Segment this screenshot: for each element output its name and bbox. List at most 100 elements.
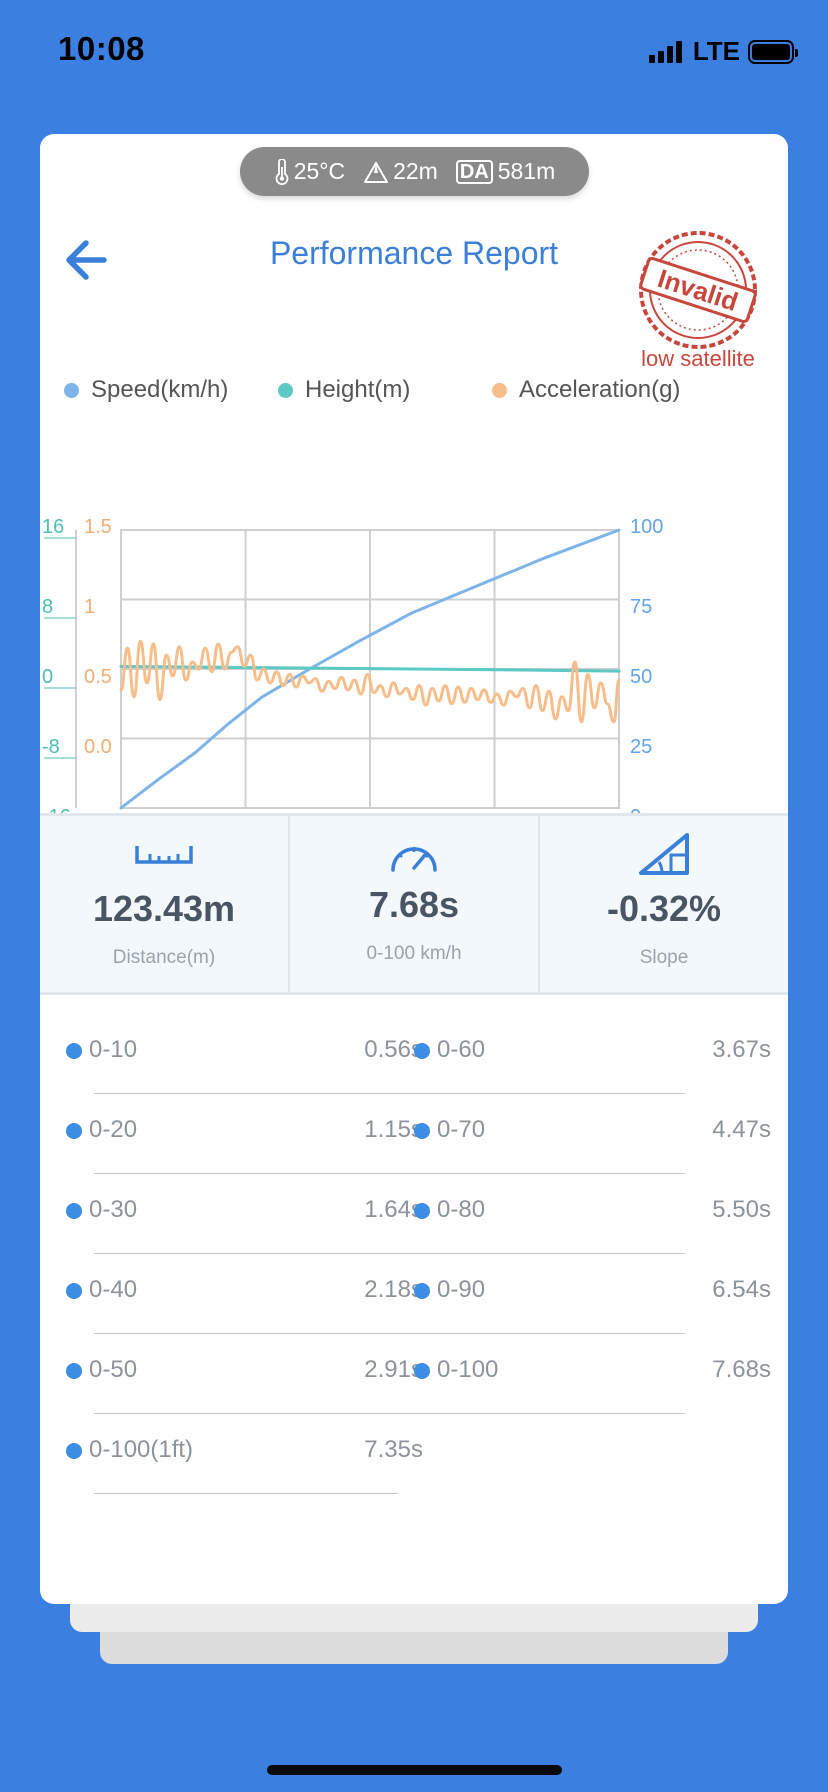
split-label: 0-70 [437, 1116, 486, 1143]
home-indicator [267, 1765, 562, 1775]
status-bar: 10:08 LTE [0, 0, 828, 100]
temperature-item: 25°C [274, 158, 345, 185]
stat-zero-to-hundred: 7.68s 0-100 km/h [290, 816, 540, 992]
legend-dot-acceleration [492, 382, 507, 398]
acceleration-tick-label: 1.5 [84, 516, 112, 538]
row-divider [94, 1093, 685, 1094]
split-label: 0-20 [89, 1116, 138, 1143]
split-row: 0-20 1.15s 0-70 4.47s [40, 1094, 788, 1174]
legend-item-acceleration[interactable]: Acceleration(g) [492, 376, 680, 404]
back-button[interactable] [58, 230, 114, 290]
speed-tick-label: 100 [630, 516, 663, 538]
split-row: 0-10 0.56s 0-60 3.67s [40, 1014, 788, 1094]
split-dot [414, 1363, 430, 1379]
row-divider [94, 1413, 685, 1414]
split-label: 0-100(1ft) [89, 1436, 194, 1463]
split-time: 2.91s [364, 1356, 423, 1383]
split-time: 2.18s [364, 1276, 423, 1303]
split-time: 6.54s [712, 1276, 771, 1303]
altitude-item: 22m [363, 158, 438, 185]
split-time: 1.15s [364, 1116, 423, 1143]
split-dot [414, 1283, 430, 1299]
split-label: 0-90 [437, 1276, 486, 1303]
legend-dot-height [278, 382, 293, 398]
legend-item-height[interactable]: Height(m) [278, 376, 410, 404]
acceleration-tick-label: 1 [84, 596, 95, 618]
status-indicators: LTE [648, 36, 798, 67]
acceleration-tick-label: 0.0 [84, 736, 112, 758]
acceleration-series-line [119, 639, 621, 724]
split-dot [414, 1043, 430, 1059]
stat-distance: 123.43m Distance(m) [40, 816, 290, 992]
conditions-pill: 25°C 22m DA 581m [240, 147, 589, 196]
speed-tick-label: 25 [630, 736, 652, 758]
temperature-value: 25°C [293, 158, 346, 184]
status-time: 10:08 [58, 30, 145, 67]
height-tick-label: 0 [42, 666, 53, 688]
split-dot [66, 1203, 82, 1219]
altitude-value: 22m [393, 158, 438, 184]
acceleration-tick-label: 0.5 [84, 666, 112, 688]
slope-label: Slope [639, 947, 689, 968]
legend-label: Speed(km/h) [91, 376, 229, 403]
height-tick-label: 16 [42, 516, 64, 538]
ruler-icon [135, 846, 193, 864]
split-label: 0-50 [89, 1356, 138, 1383]
back-arrow-icon [66, 240, 107, 280]
network-type: LTE [692, 36, 740, 66]
split-dot [414, 1123, 430, 1139]
density-altitude-value: 581m [497, 158, 556, 184]
zero-to-hundred-value: 7.68s [368, 884, 460, 925]
split-row: 0-40 2.18s 0-90 6.54s [40, 1254, 788, 1334]
row-divider [94, 1493, 398, 1494]
split-time: 4.47s [712, 1116, 771, 1143]
split-time: 7.35s [364, 1436, 423, 1463]
split-label: 0-60 [437, 1036, 486, 1063]
split-time: 1.64s [364, 1196, 423, 1223]
stamp-caption: low satellite [641, 346, 755, 371]
distance-value: 123.43m [92, 888, 236, 929]
zero-to-hundred-label: 0-100 km/h [366, 943, 462, 964]
row-divider [94, 1173, 685, 1174]
thermometer-icon [275, 158, 289, 185]
split-row: 0-50 2.91s 0-100 7.68s [40, 1334, 788, 1414]
height-tick-label: -8 [42, 736, 60, 758]
split-time: 3.67s [712, 1036, 771, 1063]
split-label: 0-80 [437, 1196, 486, 1223]
split-time: 7.68s [712, 1356, 771, 1383]
legend-item-speed[interactable]: Speed(km/h) [64, 376, 228, 404]
report-card: 25°C 22m DA 581m Performance Report Inv [40, 134, 788, 1604]
page-title: Performance Report [269, 235, 559, 271]
height-tick-label: 8 [42, 596, 53, 618]
density-altitude-item: DA 581m [455, 158, 556, 185]
split-dot [66, 1363, 82, 1379]
split-dot [414, 1203, 430, 1219]
split-label: 0-30 [89, 1196, 138, 1223]
stat-slope: -0.32% Slope [540, 816, 788, 992]
summary-stats: 123.43m Distance(m) 7.68s 0-100 km/h -0.… [40, 813, 788, 995]
da-badge: DA [455, 159, 493, 184]
speedometer-icon [391, 847, 437, 872]
split-dot [66, 1283, 82, 1299]
split-dot [66, 1443, 82, 1459]
legend-dot-speed [64, 382, 79, 398]
slope-value: -0.32% [606, 888, 722, 929]
mountain-icon [364, 161, 389, 183]
stamp-text: Invalid [654, 263, 742, 317]
legend-label: Height(m) [305, 376, 411, 403]
invalid-stamp: Invalid [636, 228, 760, 352]
split-row: 0-100(1ft) 7.35s [40, 1414, 788, 1494]
split-time: 5.50s [712, 1196, 771, 1223]
row-divider [94, 1253, 685, 1254]
speed-tick-label: 75 [630, 596, 652, 618]
chart-legend: Speed(km/h) Height(m) Acceleration(g) [40, 376, 788, 416]
height-series-line [119, 664, 621, 673]
speed-tick-label: 50 [630, 666, 652, 688]
row-divider [94, 1333, 685, 1334]
split-time: 0.56s [364, 1036, 423, 1063]
battery-icon [748, 39, 798, 64]
split-row: 0-30 1.64s 0-80 5.50s [40, 1174, 788, 1254]
split-label: 0-10 [89, 1036, 138, 1063]
split-label: 0-100 [437, 1356, 499, 1383]
